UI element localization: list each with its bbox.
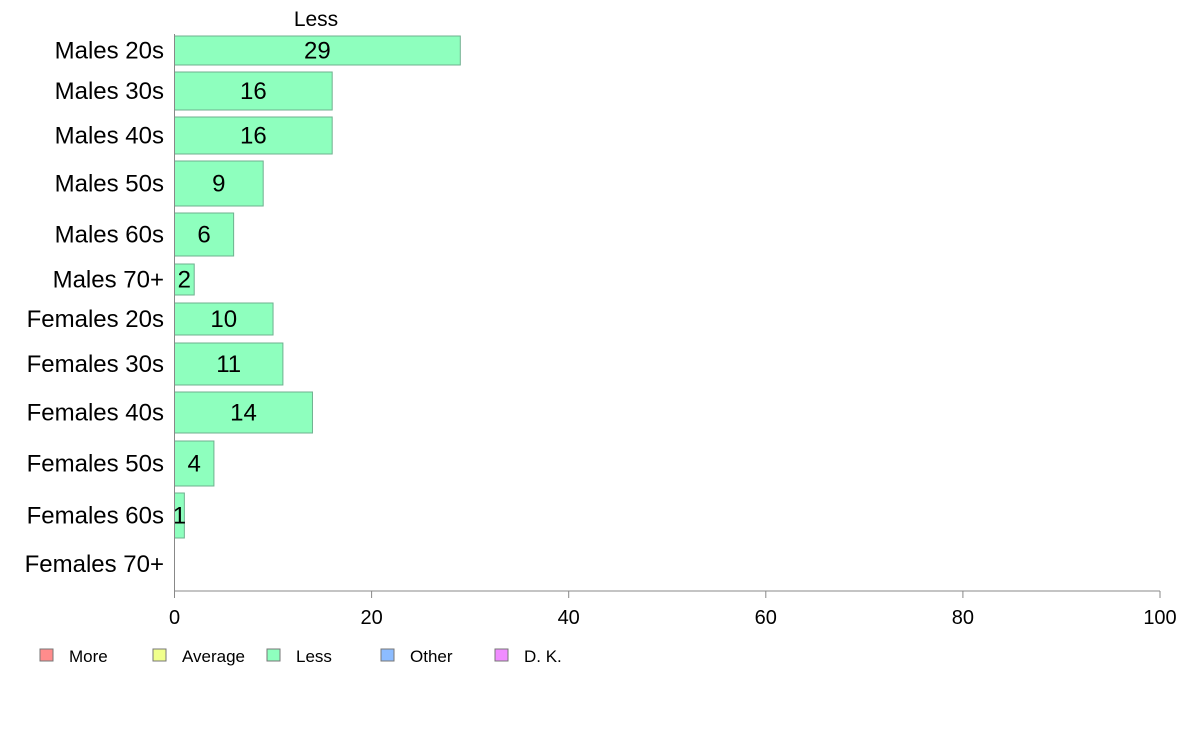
legend-swatch [152,648,167,662]
category-label: Males 70+ [53,267,164,294]
data-label: 14 [230,400,257,427]
legend: More Average Less Other D. K. [39,647,562,666]
category-label: Females 20s [27,306,164,333]
data-label: 16 [240,78,267,105]
data-label: 6 [197,222,210,249]
bar [174,35,461,66]
legend-item: Average [152,647,245,666]
data-label: 10 [210,306,237,333]
legend-item: Less [266,647,332,666]
bars-layer: 29 16 16 962 10 11 14 41 [173,35,461,539]
category-label: Females 50s [27,451,164,478]
x-tick-label: 0 [169,607,180,629]
category-label: Males 60s [55,222,164,249]
bar [174,160,264,207]
data-label: 1 [173,503,186,530]
category-label: Males 40s [55,123,164,150]
legend-swatch [380,648,395,662]
x-tick-label: 40 [558,607,580,629]
category-label: Females 40s [27,400,164,427]
legend-label: More [69,647,108,666]
x-tick-label: 20 [360,607,382,629]
data-label: 2 [178,267,191,294]
category-label: Males 50s [55,171,164,198]
bar [174,71,333,111]
data-label: 11 [216,351,241,378]
bar [174,116,333,155]
bar [174,342,284,386]
x-axis: 0 20 40 60 80 100 [169,34,1177,629]
category-label: Males 30s [55,78,164,105]
legend-label: Other [410,647,453,666]
data-label: 29 [304,38,331,65]
bar [174,302,274,336]
category-label: Females 70+ [25,551,164,578]
x-tick-label: 60 [755,607,777,629]
data-label: 16 [240,123,267,150]
legend-swatch [266,648,281,662]
legend-label: D. K. [524,647,562,666]
x-tick-label: 80 [952,607,974,629]
x-tick-label: 100 [1143,607,1176,629]
legend-label: Less [296,647,332,666]
legend-item: Other [380,647,453,666]
category-label: Females 30s [27,351,164,378]
category-label: Females 60s [27,503,164,530]
legend-swatch [494,648,509,662]
series-title: Less [294,8,338,31]
data-label: 9 [212,171,225,198]
legend-swatch [39,648,54,662]
legend-label: Average [182,647,245,666]
bar [174,212,235,257]
data-label: 4 [188,451,201,478]
category-label: Males 20s [55,38,164,65]
legend-item: More [39,647,108,666]
category-labels: Males 20s Males 30s Males 40s Males 50s Male… [25,38,164,579]
legend-item: D. K. [494,647,562,666]
